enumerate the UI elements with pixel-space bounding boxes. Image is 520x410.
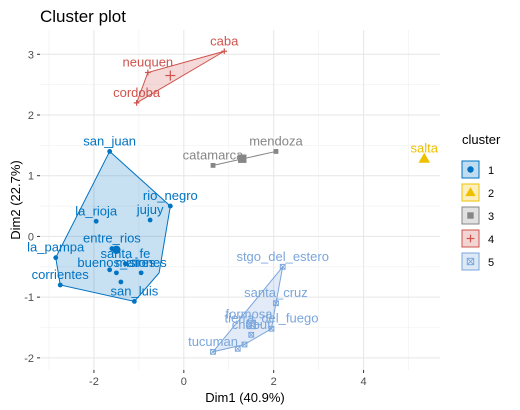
x-tick-label: -2 [89, 376, 99, 388]
x-tick-label: 0 [181, 376, 187, 388]
x-tick-label: 4 [361, 376, 367, 388]
cluster-1-point [107, 149, 112, 154]
point-label: entre_rios [83, 231, 141, 246]
point-label: mendoza [249, 133, 303, 148]
y-tick-label: -1 [24, 292, 34, 304]
legend-label: 4 [488, 234, 494, 246]
cluster-1-point [139, 270, 144, 275]
y-tick-label: 1 [28, 171, 34, 183]
legend-item-2: 2 [462, 184, 494, 201]
point-label: catamarca [183, 147, 244, 162]
legend-item-1: 1 [462, 161, 494, 178]
cluster-1-point [148, 218, 153, 223]
legend-item-5: 5 [462, 253, 494, 270]
point-label: la_rioja [75, 203, 118, 218]
legend-item-3: 3 [462, 207, 494, 224]
y-tick-label: -2 [24, 353, 34, 365]
point-label: jujuy [136, 202, 164, 217]
legend-label: 3 [488, 211, 494, 223]
point-label: stgo_del_estero [236, 249, 329, 264]
legend-key-symbol [467, 212, 473, 218]
legend-label: 5 [488, 257, 494, 269]
cluster-1-point [53, 255, 58, 260]
point-label: corrientes [32, 267, 90, 282]
point-label: san_juan [83, 133, 136, 148]
point-label: santa_cruz [244, 285, 308, 300]
point-label: la_pampa [27, 240, 85, 255]
cluster-1-point [94, 219, 99, 224]
cluster-1-point [58, 283, 63, 288]
cluster-1-point [132, 299, 137, 304]
legend-key-symbol [467, 166, 473, 172]
legend-title: cluster [462, 132, 501, 147]
point-label: buenos_aires [77, 255, 156, 270]
legend-label: 2 [488, 188, 494, 200]
legend-item-4: 4 [462, 230, 494, 247]
point-label: neuquen [123, 55, 174, 70]
point-label: san_luis [111, 283, 159, 298]
point-label: tucuman [188, 334, 238, 349]
cluster-3-point [211, 163, 216, 168]
point-label: rio_negro [143, 188, 198, 203]
cluster-1-point [168, 204, 173, 209]
y-tick-label: 2 [28, 110, 34, 122]
point-label: caba [210, 33, 239, 48]
point-label: salta [411, 141, 439, 156]
chart-title: Cluster plot [40, 7, 126, 26]
y-axis-title: Dim2 (22.7%) [8, 160, 23, 239]
legend-label: 1 [488, 165, 494, 177]
y-tick-label: 3 [28, 49, 34, 61]
legend: cluster 1 2 3 4 5 [462, 132, 501, 270]
point-label: formosa [226, 306, 274, 321]
point-label: cordoba [113, 85, 161, 100]
x-axis-title: Dim1 (40.9%) [205, 390, 284, 405]
cluster-3-point [274, 149, 279, 154]
x-tick-label: 2 [271, 376, 277, 388]
cluster-1-point [114, 270, 119, 275]
